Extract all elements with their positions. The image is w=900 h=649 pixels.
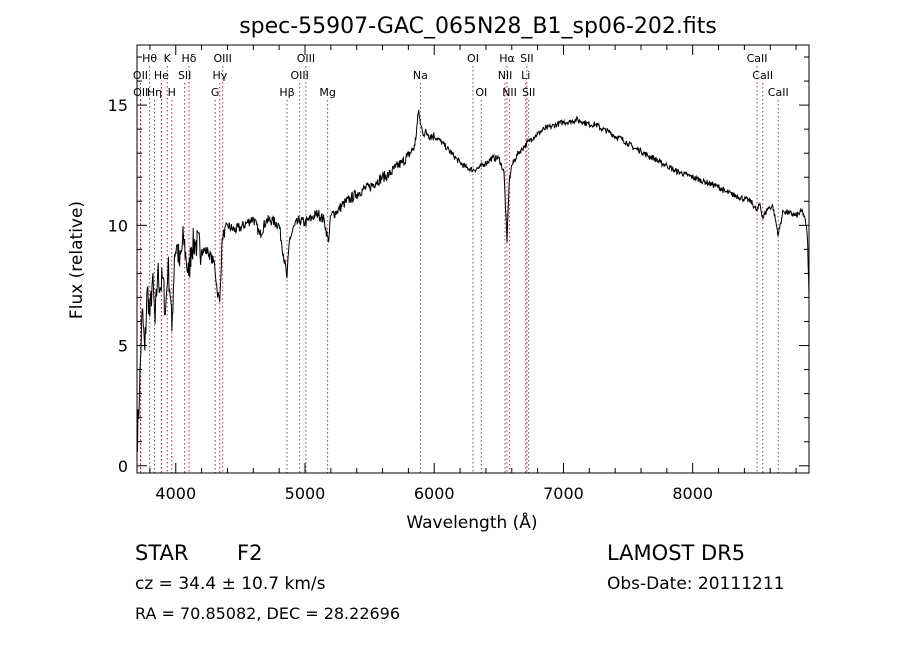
line-marker-label: CaII xyxy=(747,52,768,65)
line-marker-label: Li xyxy=(521,69,530,82)
line-marker-label: NII xyxy=(502,86,517,99)
survey-name: LAMOST DR5 xyxy=(607,541,746,565)
plot-frame xyxy=(136,44,810,474)
observation-date: Obs-Date: 20111211 xyxy=(607,574,785,594)
line-marker-label: Hη xyxy=(147,86,162,99)
spectrum-line xyxy=(136,109,810,452)
line-marker-label: Hβ xyxy=(279,86,294,99)
line-marker-label: OIII xyxy=(297,52,315,65)
y-axis-ticks: 0 5 10 15 xyxy=(108,56,809,476)
line-marker-label: Hδ xyxy=(181,52,196,65)
object-class: STAR xyxy=(135,541,189,565)
line-marker-label: He xyxy=(154,69,169,82)
x-tick-label: 4000 xyxy=(155,484,196,503)
y-axis-label: Flux (relative) xyxy=(67,201,87,319)
line-marker-label: Hθ xyxy=(142,52,157,65)
line-marker-label: SII xyxy=(520,52,533,65)
x-tick-label: 7000 xyxy=(543,484,584,503)
line-marker-label: G xyxy=(211,86,220,99)
line-marker-label: H xyxy=(168,86,176,99)
line-marker-label: CaII xyxy=(752,69,773,82)
line-marker-label: Mg xyxy=(319,86,335,99)
x-tick-label: 6000 xyxy=(414,484,455,503)
line-marker-label: NII xyxy=(498,69,513,82)
line-marker-label: CaII xyxy=(768,86,789,99)
line-marker-label: Hα xyxy=(499,52,515,65)
x-tick-label: 8000 xyxy=(672,484,713,503)
x-axis-label: Wavelength (Å) xyxy=(406,511,537,533)
line-marker-label: OI xyxy=(467,52,479,65)
line-marker-label: K xyxy=(164,52,172,65)
line-marker-label: SII xyxy=(522,86,535,99)
spectral-line-markers xyxy=(139,66,779,473)
y-tick-label: 15 xyxy=(108,96,128,115)
chart-title: spec-55907-GAC_065N28_B1_sp06-202.fits xyxy=(239,14,717,39)
line-marker-label: Na xyxy=(413,69,428,82)
x-axis-ticks: 4000 5000 6000 7000 8000 xyxy=(149,45,797,503)
line-marker-label: OI xyxy=(475,86,487,99)
y-tick-label: 10 xyxy=(108,216,128,235)
coordinates: RA = 70.85082, DEC = 28.22696 xyxy=(135,604,401,623)
line-marker-label: OIII xyxy=(213,52,231,65)
line-marker-label: SII xyxy=(178,69,191,82)
line-marker-label: OIII xyxy=(291,69,309,82)
y-tick-label: 0 xyxy=(118,457,128,476)
object-subclass: F2 xyxy=(237,541,263,565)
y-tick-label: 5 xyxy=(118,337,128,356)
line-marker-label: OII xyxy=(133,69,148,82)
x-tick-label: 5000 xyxy=(285,484,326,503)
line-marker-label: Hγ xyxy=(212,69,227,82)
redshift-value: cz = 34.4 ± 10.7 km/s xyxy=(135,574,326,594)
